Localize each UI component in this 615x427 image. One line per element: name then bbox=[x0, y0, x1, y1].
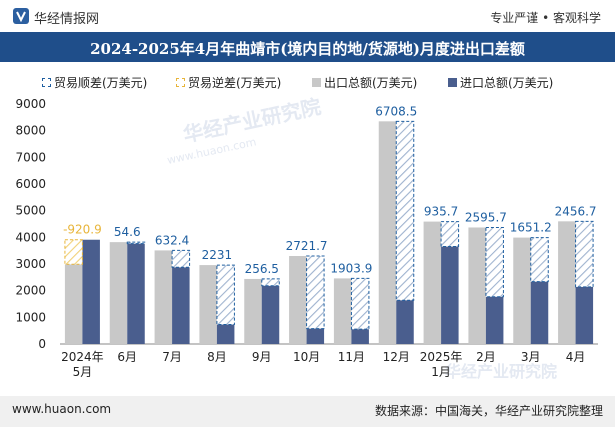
legend-label-export: 出口总额(万美元) bbox=[324, 76, 418, 90]
data-label: 54.6 bbox=[114, 225, 141, 239]
export-bar bbox=[109, 242, 128, 344]
top-bar: 华经情报网 专业严谨 • 客观科学 bbox=[0, 0, 615, 32]
import-swatch bbox=[448, 78, 457, 87]
legend-label-import: 进口总额(万美元) bbox=[460, 76, 554, 90]
x-tick-label: 9月 bbox=[252, 350, 272, 364]
y-tick-label: 9000 bbox=[15, 97, 46, 111]
footer-bar bbox=[0, 396, 615, 427]
surplus-bar bbox=[440, 221, 460, 248]
surplus-swatch bbox=[42, 78, 51, 87]
legend-label-surplus: 贸易顺差(万美元) bbox=[54, 76, 148, 90]
data-label: 632.4 bbox=[155, 233, 189, 247]
surplus-bar bbox=[575, 220, 594, 288]
export-bar bbox=[468, 227, 486, 344]
data-label: 2721.7 bbox=[286, 239, 328, 253]
export-bar bbox=[64, 264, 83, 344]
import-bar bbox=[261, 285, 280, 344]
export-bar bbox=[513, 237, 531, 344]
surplus-bar bbox=[261, 278, 280, 287]
brand-logo-icon bbox=[13, 8, 29, 24]
x-tick-label: 8月 bbox=[207, 350, 227, 364]
y-tick-label: 1000 bbox=[15, 310, 46, 324]
legend-item-deficit: 贸易逆差(万美元) bbox=[176, 74, 281, 91]
y-tick-label: 2000 bbox=[15, 284, 46, 298]
import-bar bbox=[306, 328, 325, 344]
y-tick-label: 5000 bbox=[15, 204, 46, 218]
y-tick-label: 7000 bbox=[15, 150, 46, 164]
x-tick-label: 4月 bbox=[566, 350, 586, 364]
import-bar bbox=[172, 267, 190, 344]
data-label: 1651.2 bbox=[510, 221, 552, 235]
watermark-text-2: 华经产业研究院 bbox=[445, 362, 557, 381]
import-bar bbox=[575, 286, 594, 344]
import-bar bbox=[485, 296, 504, 344]
surplus-bar bbox=[126, 241, 146, 245]
chart-title: 2024-2025年4月年曲靖市(境内目的地/货源地)月度进出口差额 bbox=[90, 40, 525, 58]
data-label: 6708.5 bbox=[375, 104, 417, 118]
x-tick-label: 3月 bbox=[521, 350, 541, 364]
export-bar bbox=[244, 278, 262, 344]
surplus-bar bbox=[395, 120, 415, 301]
deficit-bar bbox=[64, 239, 83, 265]
import-bar bbox=[441, 246, 459, 344]
x-tick-label: 5月 bbox=[73, 365, 93, 379]
surplus-bar bbox=[485, 226, 504, 298]
import-bar bbox=[216, 324, 235, 344]
legend-item-import: 进口总额(万美元) bbox=[448, 74, 553, 91]
deficit-swatch bbox=[176, 78, 185, 87]
x-tick-label: 11月 bbox=[338, 350, 365, 364]
export-bar bbox=[558, 221, 576, 344]
y-tick-label: 0 bbox=[38, 337, 46, 351]
export-swatch bbox=[312, 78, 321, 87]
data-label: 935.7 bbox=[424, 205, 458, 219]
data-label: 256.5 bbox=[245, 262, 279, 276]
surplus-bar bbox=[306, 255, 325, 330]
data-label: 1903.9 bbox=[330, 261, 372, 275]
chart-canvas: 华经产业研究院www.huaon.com华经产业研究院0100020003000… bbox=[15, 94, 598, 381]
x-tick-label: 2024年 bbox=[61, 350, 104, 364]
brand-name: 华经情报网 bbox=[34, 12, 100, 27]
x-tick-label: 6月 bbox=[117, 350, 137, 364]
x-tick-label: 10月 bbox=[293, 350, 320, 364]
legend-item-export: 出口总额(万美元) bbox=[312, 74, 417, 91]
export-bar bbox=[289, 256, 307, 344]
legend-item-surplus: 贸易顺差(万美元) bbox=[42, 74, 147, 91]
import-bar bbox=[396, 300, 414, 344]
surplus-bar bbox=[216, 264, 235, 326]
import-bar bbox=[530, 281, 549, 344]
export-bar bbox=[378, 121, 397, 344]
data-label: 2231 bbox=[202, 248, 233, 262]
surplus-bar bbox=[171, 249, 191, 268]
y-tick-label: 6000 bbox=[15, 177, 46, 191]
export-bar bbox=[333, 278, 352, 344]
x-tick-label: 1月 bbox=[431, 365, 451, 379]
surplus-bar bbox=[530, 237, 549, 283]
x-tick-label: 7月 bbox=[162, 350, 182, 364]
export-bar bbox=[423, 221, 442, 344]
tagline: 专业严谨 • 客观科学 bbox=[490, 11, 601, 25]
x-tick-label: 12月 bbox=[383, 350, 410, 364]
import-bar bbox=[82, 239, 100, 344]
legend: 贸易顺差(万美元) 贸易逆差(万美元) 出口总额(万美元) 进口总额(万美元) bbox=[0, 74, 615, 92]
y-tick-label: 8000 bbox=[15, 124, 46, 138]
data-label: 2595.7 bbox=[465, 210, 507, 224]
footer-source: 数据来源：中国海关，华经产业研究院整理 bbox=[374, 404, 603, 418]
export-bar bbox=[154, 250, 173, 344]
y-tick-label: 4000 bbox=[15, 230, 46, 244]
y-tick-label: 3000 bbox=[15, 257, 46, 271]
x-tick-label: 2025年 bbox=[420, 350, 463, 364]
import-bar bbox=[127, 243, 145, 344]
x-tick-label: 2月 bbox=[476, 350, 496, 364]
data-label: -920.9 bbox=[63, 223, 102, 237]
import-bar bbox=[351, 329, 369, 344]
data-label: 2456.7 bbox=[555, 204, 597, 218]
surplus-bar bbox=[350, 277, 370, 330]
export-bar bbox=[199, 265, 217, 344]
footer-website: www.huaon.com bbox=[12, 402, 112, 416]
legend-label-deficit: 贸易逆差(万美元) bbox=[188, 76, 282, 90]
title-bar bbox=[0, 32, 615, 62]
